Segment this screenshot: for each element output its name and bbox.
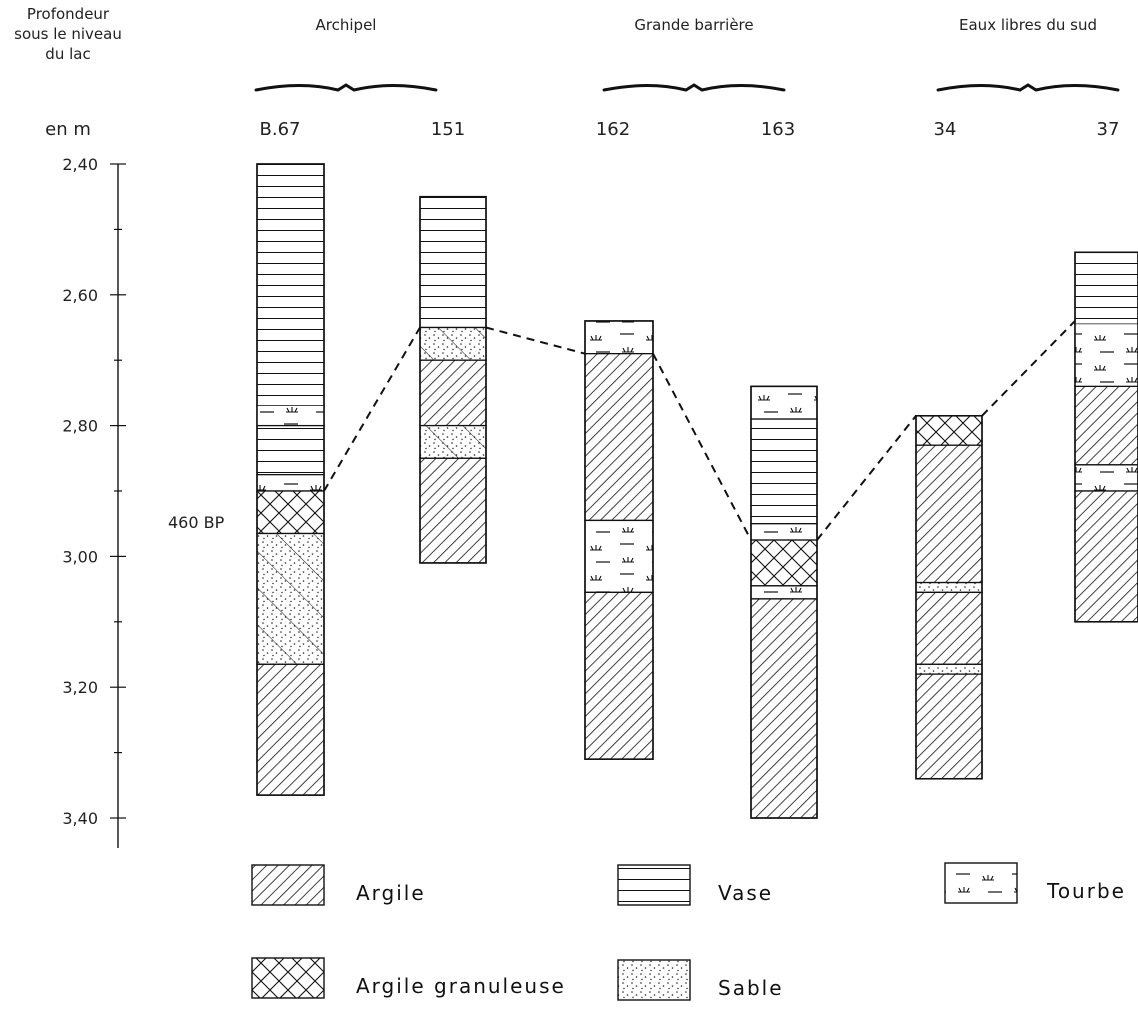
core-layer-sable_tourbe: [1075, 324, 1138, 387]
core-label: 163: [761, 119, 795, 140]
core-label: 37: [1097, 119, 1120, 140]
group-brace: [254, 83, 438, 92]
core-layer-argile: [750, 598, 818, 819]
group-label: Archipel: [316, 16, 377, 34]
core-layer-argile: [915, 591, 983, 665]
legend-item-argile: Argile: [251, 864, 426, 906]
core-layer-argile: [584, 591, 654, 760]
legend-swatch: [251, 864, 325, 906]
core-layer-tourbe: [750, 585, 818, 600]
legend-item-vase: Vase: [617, 864, 773, 906]
axis-tick-label: 3,20: [62, 678, 98, 697]
group-label: Grande barrière: [634, 16, 753, 34]
axis-tick-label: 3,00: [62, 547, 98, 566]
legend: Argile Vase Tourbe Argile granuleuse Sable: [251, 862, 1126, 1001]
correlation-segment: [816, 415, 917, 541]
axis-tick-label: 2,40: [62, 155, 98, 174]
core-layer-tourbe: [750, 385, 818, 420]
core-label: 34: [934, 119, 957, 140]
core-columns: [256, 163, 1138, 819]
core-outline: [584, 320, 654, 760]
core-layer-argile_granuleuse: [915, 415, 983, 446]
core-column: [584, 320, 654, 760]
legend-swatch: [617, 959, 691, 1001]
axis-tick-label: 2,60: [62, 286, 98, 305]
core-layer-tourbe: [1074, 464, 1138, 492]
core-layer-argile: [1074, 490, 1138, 623]
core-label: 151: [431, 119, 465, 140]
legend-item-argile_granuleuse: Argile granuleuse: [251, 957, 566, 999]
correlation-segment: [485, 326, 586, 355]
core-layer-sable: [915, 663, 983, 675]
core-layer-argile_granuleuse: [750, 539, 818, 587]
legend-swatch: [251, 957, 325, 999]
axis-title-line: Profondeur: [27, 5, 110, 23]
core-layer-argile: [419, 457, 487, 564]
core-layer-argile: [584, 353, 654, 522]
core-layer-argile: [256, 663, 325, 796]
core-layer-argile: [915, 444, 983, 584]
core-outline: [256, 163, 325, 796]
core-label: 162: [596, 119, 630, 140]
axis-title-line: du lac: [45, 45, 90, 63]
axis-title-line: sous le niveau: [14, 25, 122, 43]
core-layer-vase_tourbe: [257, 405, 324, 426]
depth-axis: 2,40 2,60 2,80 3,00 3,20 3,40 Profondeur sous l…: [14, 5, 126, 848]
legend-swatch: [944, 862, 1018, 904]
age-annotation: 460 BP: [168, 513, 225, 532]
legend-label: Argile: [356, 881, 426, 905]
correlation-segment: [323, 326, 421, 492]
correlation-segment: [981, 320, 1076, 417]
core-layer-argile: [1074, 385, 1138, 466]
core-outline: [750, 385, 818, 819]
axis-tick-label: 3,40: [62, 809, 98, 828]
core-outline: [915, 414, 983, 780]
legend-label: Sable: [718, 976, 784, 1000]
core-column: [750, 385, 818, 819]
core-outline: [419, 195, 487, 564]
core-column: [915, 414, 983, 780]
core-layer-argile: [915, 673, 983, 780]
legend-swatch: [617, 864, 691, 906]
axis-tick-label: 2,80: [62, 417, 98, 436]
group-brace: [602, 83, 786, 92]
core-layer-sable_argile: [420, 425, 486, 459]
legend-item-tourbe: Tourbe: [944, 862, 1126, 904]
core-layer-tourbe: [750, 523, 818, 541]
core-headers: Archipel Grande barrière Eaux libres du su…: [254, 16, 1120, 140]
core-layer-vase: [419, 196, 487, 329]
core-layer-vase: [256, 424, 325, 476]
core-layer-vase: [1074, 251, 1138, 325]
group-label: Eaux libres du sud: [959, 16, 1097, 34]
correlation-lines: [323, 320, 1076, 541]
core-layer-argile_granuleuse: [256, 490, 325, 535]
correlation-segment: [652, 353, 752, 541]
core-column: [1074, 251, 1138, 623]
core-layer-vase: [750, 418, 818, 525]
core-layer-vase: [256, 163, 325, 407]
core-label: B.67: [260, 119, 301, 140]
legend-label: Argile granuleuse: [356, 974, 566, 998]
core-layer-tourbe: [584, 519, 654, 594]
core-layer-sable_argile: [420, 327, 486, 361]
core-layer-sable_argile: [257, 533, 324, 665]
legend-label: Vase: [718, 881, 773, 905]
legend-item-sable: Sable: [617, 959, 784, 1001]
core-column: [256, 163, 325, 796]
axis-unit: en m: [45, 119, 91, 140]
core-outline: [1074, 251, 1138, 623]
group-brace: [936, 83, 1120, 92]
core-layer-sable: [915, 581, 983, 594]
core-column: [419, 195, 487, 564]
legend-label: Tourbe: [1046, 879, 1126, 903]
core-layer-argile: [419, 359, 487, 427]
core-layer-tourbe: [584, 320, 654, 355]
core-layer-tourbe: [256, 473, 325, 492]
